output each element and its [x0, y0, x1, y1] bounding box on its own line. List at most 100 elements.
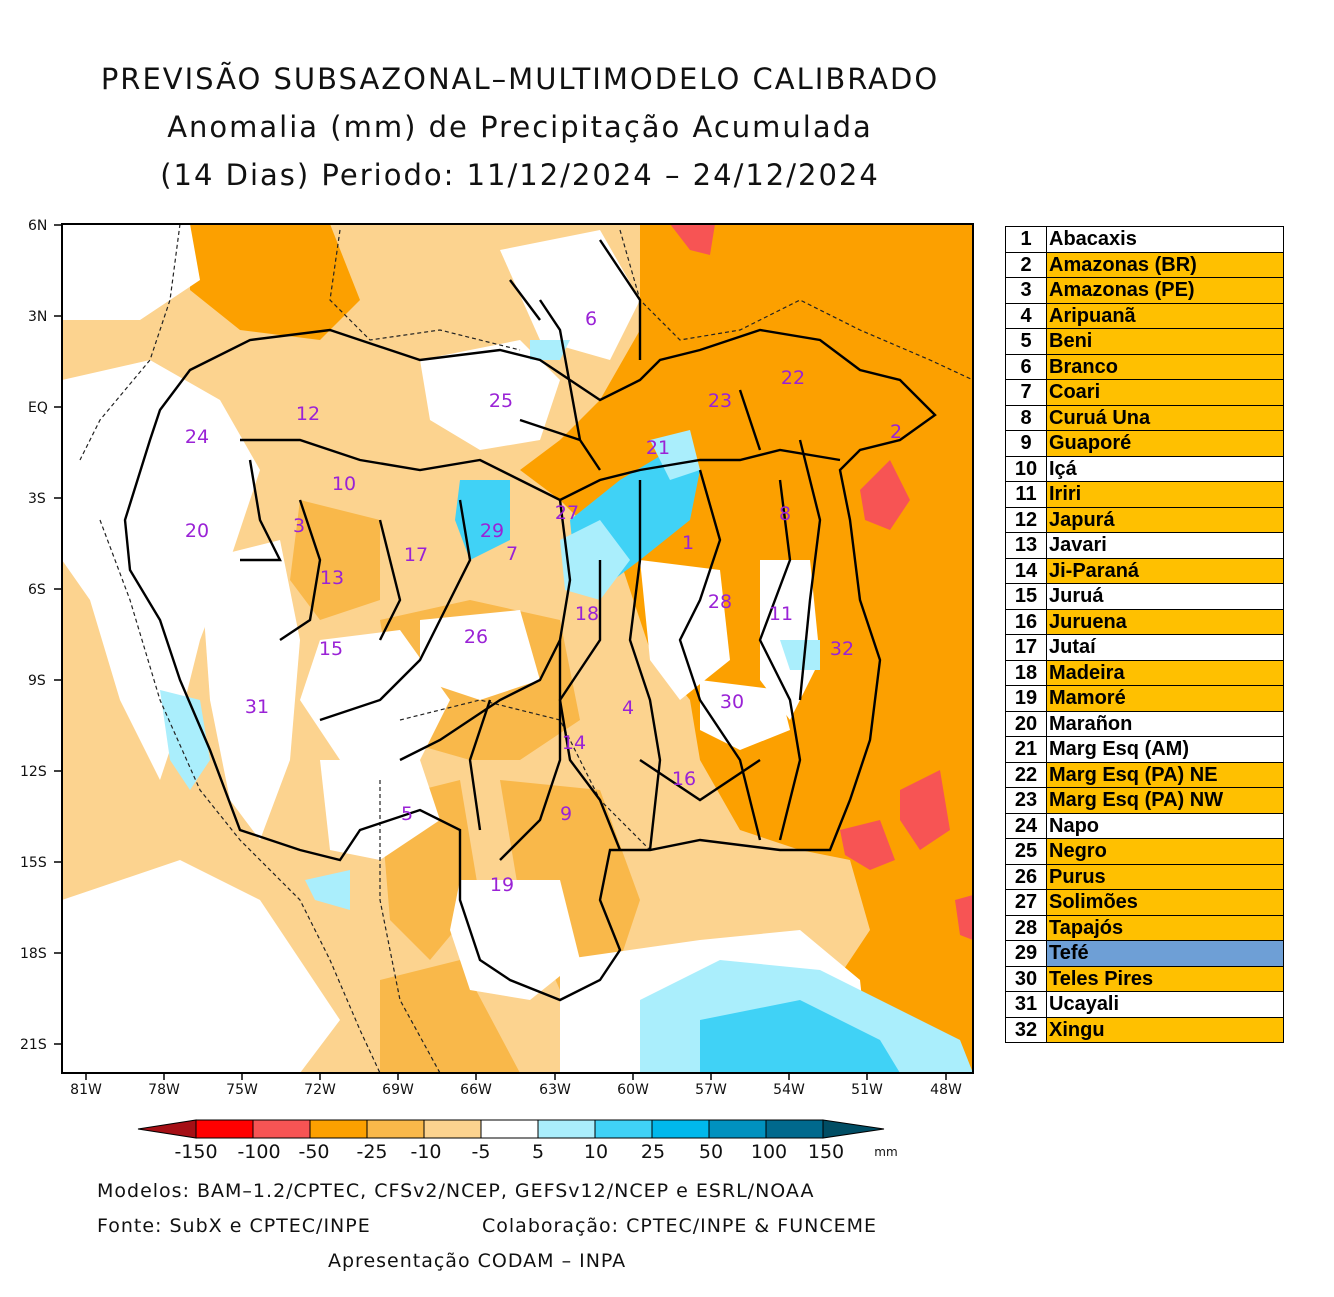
legend-number: 19 [1005, 685, 1047, 712]
basin-boundaries [123, 239, 937, 1002]
legend-number: 29 [1005, 940, 1047, 967]
legend-basin-name: Amazonas (PE) [1046, 277, 1284, 304]
legend-basin-name: Ji-Paraná [1046, 557, 1284, 584]
footer-presentation: Apresentação CODAM – INPA [328, 1250, 627, 1272]
lat-label: 9S [28, 673, 46, 689]
colorbar-tick: 10 [584, 1141, 608, 1163]
legend-number: 32 [1005, 1016, 1047, 1043]
colorbar-tick: -150 [174, 1141, 217, 1163]
legend-basin-name: Branco [1046, 353, 1284, 380]
lon-label: 57W [695, 1082, 727, 1098]
legend-number: 13 [1005, 532, 1047, 559]
basin-label-15: 15 [319, 638, 343, 660]
lat-label: 3S [28, 491, 46, 507]
map-title-line-1: PREVISÃO SUBSAZONAL–MULTIMODELO CALIBRAD… [100, 62, 940, 96]
basin-label-21: 21 [646, 437, 670, 459]
lon-label: 54W [773, 1082, 805, 1098]
lat-label: 15S [20, 855, 47, 871]
colorbar-tick: -25 [356, 1141, 387, 1163]
legend-basin-name: Coari [1046, 379, 1284, 406]
legend-number: 28 [1005, 914, 1047, 941]
basin-label-17: 17 [404, 544, 428, 566]
legend-basin-name: Marg Esq (AM) [1046, 736, 1284, 763]
lat-label: 3N [28, 309, 47, 325]
footer-collaboration: Colaboração: CPTEC/INPE & FUNCEME [482, 1215, 878, 1237]
legend-number: 12 [1005, 506, 1047, 533]
legend-row: 31 Ucayali [1005, 991, 1284, 1018]
lat-label: EQ [28, 400, 48, 416]
legend-basin-name: Negro [1046, 838, 1284, 865]
legend-basin-name: Jutaí [1046, 634, 1284, 661]
colorbar-tick: 5 [532, 1141, 544, 1163]
legend-row: 5 Beni [1005, 328, 1284, 355]
legend-row: 25 Negro [1005, 838, 1284, 865]
legend-basin-name: Javari [1046, 532, 1284, 559]
lon-label: 60W [617, 1082, 649, 1098]
colorbar-segment [195, 1119, 254, 1139]
colorbar-tick: -50 [298, 1141, 329, 1163]
basin-label-11: 11 [769, 603, 793, 625]
lon-label: 63W [539, 1082, 571, 1098]
basin-label-4: 4 [622, 697, 634, 719]
legend-row: 26 Purus [1005, 863, 1284, 890]
legend-number: 3 [1005, 277, 1047, 304]
legend-basin-name: Tefé [1046, 940, 1284, 967]
colorbar-segment [252, 1119, 311, 1139]
legend-basin-name: Guaporé [1046, 430, 1284, 457]
colorbar-segment [137, 1119, 197, 1139]
basin-label-1: 1 [682, 532, 694, 554]
legend-number: 22 [1005, 761, 1047, 788]
legend-row: 19 Mamoré [1005, 685, 1284, 712]
basin-label-13: 13 [320, 567, 344, 589]
lon-label: 51W [851, 1082, 883, 1098]
legend-number: 21 [1005, 736, 1047, 763]
legend-number: 18 [1005, 659, 1047, 686]
colorbar-segment [708, 1119, 767, 1139]
basin-label-8: 8 [779, 503, 791, 525]
basin-label-2: 2 [890, 421, 902, 443]
legend-basin-name: Teles Pires [1046, 965, 1284, 992]
legend-basin-name: Iriri [1046, 481, 1284, 508]
legend-number: 9 [1005, 430, 1047, 457]
legend-row: 7 Coari [1005, 379, 1284, 406]
colorbar-segment [651, 1119, 710, 1139]
legend-number: 11 [1005, 481, 1047, 508]
legend-basin-name: Içá [1046, 455, 1284, 482]
legend-number: 17 [1005, 634, 1047, 661]
colorbar-tick: 50 [699, 1141, 723, 1163]
legend-basin-name: Abacaxis [1046, 226, 1284, 253]
colorbar-segment [366, 1119, 425, 1139]
lon-label: 81W [70, 1082, 102, 1098]
legend-row: 20 Marañon [1005, 710, 1284, 737]
colorbar [137, 1119, 885, 1139]
colorbar-tick: 100 [751, 1141, 787, 1163]
map-title-line-3: (14 Dias) Periodo: 11/12/2024 – 24/12/20… [160, 158, 880, 192]
basin-label-25: 25 [489, 390, 513, 412]
legend-row: 9 Guaporé [1005, 430, 1284, 457]
colorbar-segment [594, 1119, 653, 1139]
legend-row: 3 Amazonas (PE) [1005, 277, 1284, 304]
legend-number: 14 [1005, 557, 1047, 584]
legend-row: 32 Xingu [1005, 1016, 1284, 1043]
basin-label-7: 7 [506, 543, 518, 565]
basin-label-30: 30 [720, 691, 744, 713]
colorbar-tick: -5 [472, 1141, 491, 1163]
legend-basin-name: Beni [1046, 328, 1284, 355]
legend-number: 23 [1005, 787, 1047, 814]
legend-basin-name: Juruá [1046, 583, 1284, 610]
basin-label-28: 28 [708, 591, 732, 613]
lon-label: 69W [382, 1082, 414, 1098]
colorbar-unit: mm [874, 1145, 897, 1159]
legend-number: 24 [1005, 812, 1047, 839]
basin-label-3: 3 [293, 515, 305, 537]
legend-number: 5 [1005, 328, 1047, 355]
basin-label-32: 32 [830, 638, 854, 660]
basin-label-26: 26 [464, 626, 488, 648]
colorbar-segment [480, 1119, 539, 1139]
colorbar-tick: -10 [410, 1141, 441, 1163]
lon-label: 78W [148, 1082, 180, 1098]
precipitation-anomaly-map: 6N 3N EQ 3S 6S 9S 12S 15S 18S 21S 81W 78… [20, 218, 974, 1163]
legend-basin-name: Purus [1046, 863, 1284, 890]
legend-row: 10 Içá [1005, 455, 1284, 482]
legend-row: 15 Juruá [1005, 583, 1284, 610]
